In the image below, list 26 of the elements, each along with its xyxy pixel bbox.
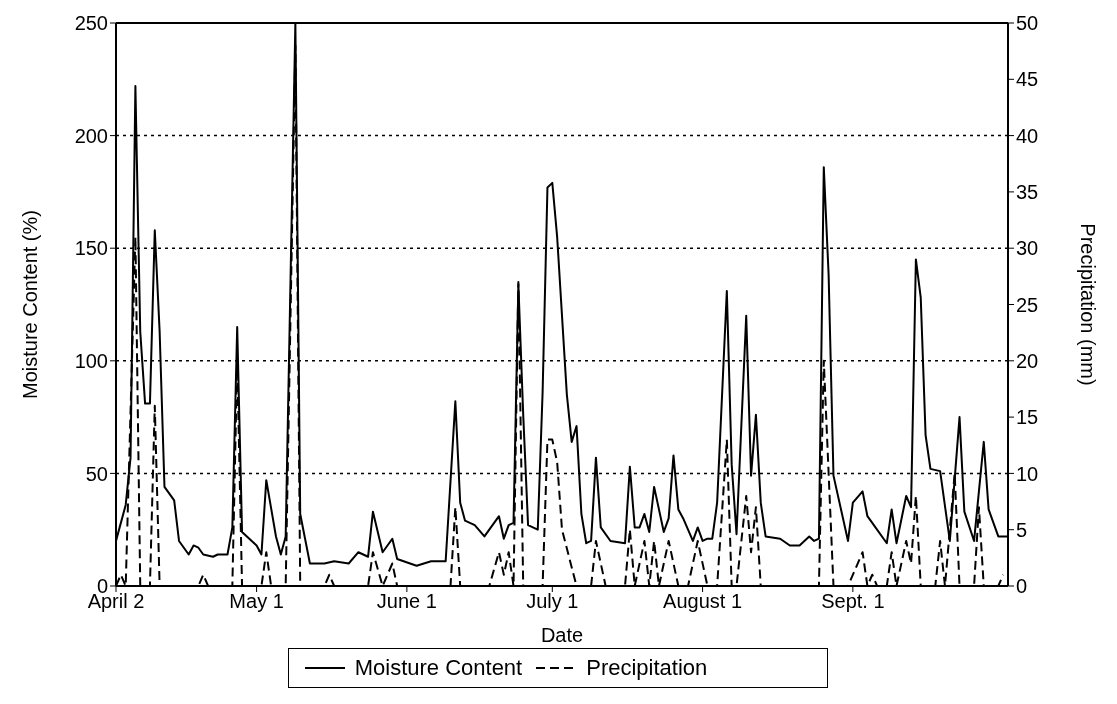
y-tick-label: 200 xyxy=(74,124,108,147)
x-tick-label: August 1 xyxy=(663,590,743,613)
y2-tick-label: 35 xyxy=(1016,181,1039,203)
x-tick-label: May 1 xyxy=(229,590,284,613)
y2-axis-title: Precipitation (mm) xyxy=(1076,223,1099,386)
y2-tick-label: 20 xyxy=(1016,349,1039,372)
y2-tick-label: 50 xyxy=(1016,12,1039,35)
legend-label: Moisture Content xyxy=(354,655,523,681)
y2-tick-label: 40 xyxy=(1016,124,1039,147)
y2-tick-label: 25 xyxy=(1016,293,1039,316)
y-axis-title: Moisture Content (%) xyxy=(19,210,42,399)
y-tick-label: 150 xyxy=(74,237,108,260)
x-tick-label: July 1 xyxy=(526,590,579,613)
x-tick-label: June 1 xyxy=(376,590,437,613)
y2-tick-label: 15 xyxy=(1016,406,1039,429)
x-axis-title: Date xyxy=(540,624,584,646)
y2-tick-label: 5 xyxy=(1016,518,1028,541)
y2-tick-label: 30 xyxy=(1016,237,1039,260)
x-tick-label: Sept. 1 xyxy=(821,590,885,613)
y-tick-label: 50 xyxy=(85,462,108,485)
y2-tick-label: 0 xyxy=(1016,575,1028,598)
legend-label: Precipitation xyxy=(586,655,708,681)
y2-tick-label: 45 xyxy=(1016,68,1039,91)
y2-tick-label: 10 xyxy=(1016,462,1039,485)
y-tick-label: 100 xyxy=(74,349,108,372)
y-tick-label: 250 xyxy=(74,12,108,35)
